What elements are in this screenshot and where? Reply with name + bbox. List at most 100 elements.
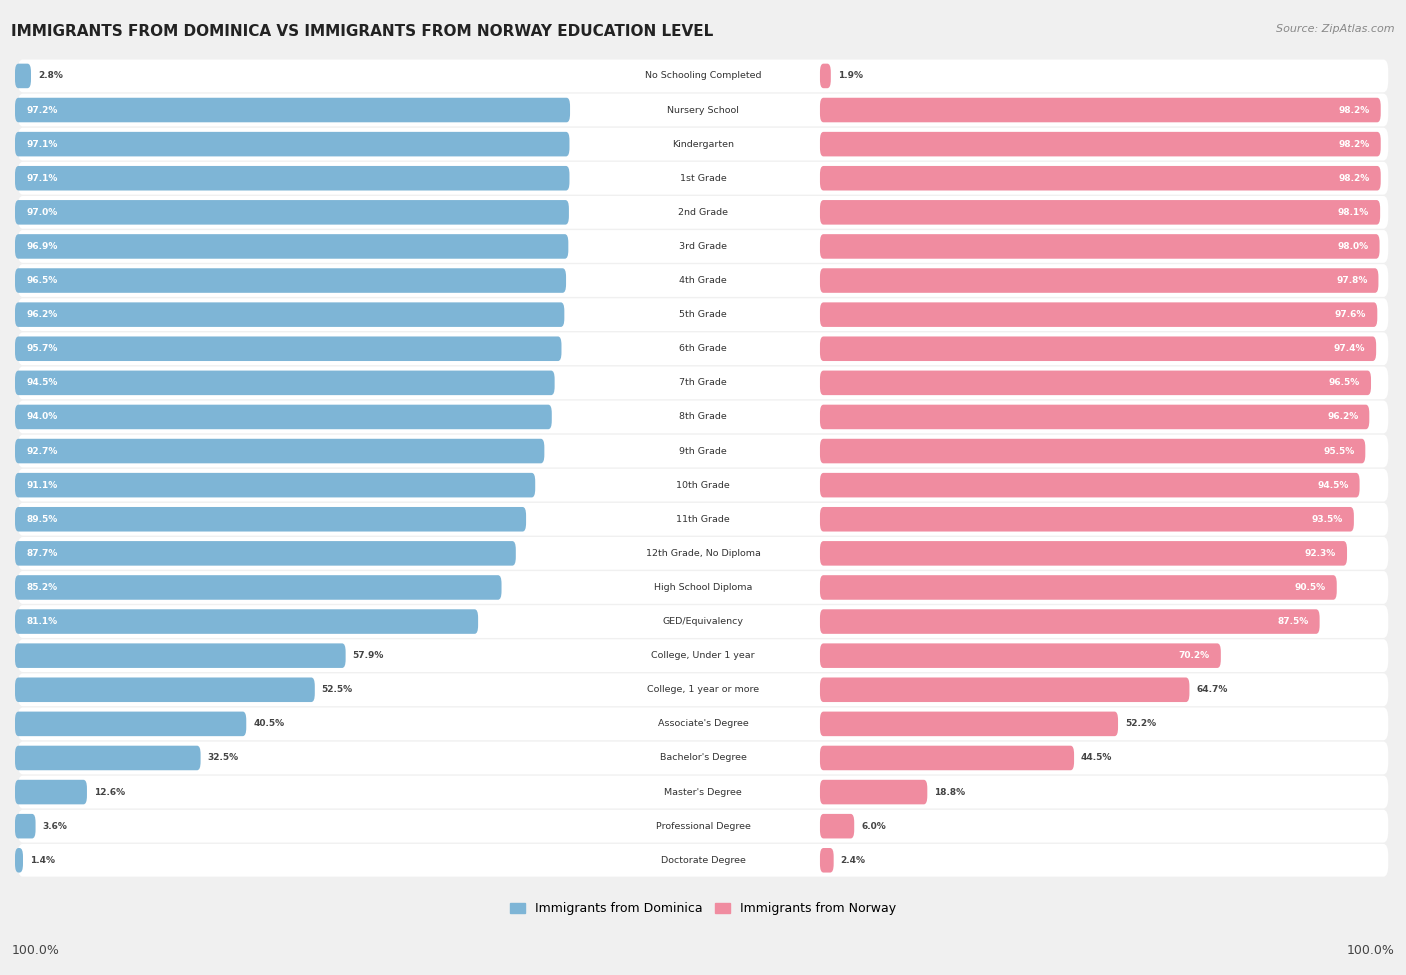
- FancyBboxPatch shape: [15, 98, 569, 122]
- Text: 64.7%: 64.7%: [1197, 685, 1227, 694]
- Text: 2.8%: 2.8%: [38, 71, 63, 80]
- Text: Master's Degree: Master's Degree: [664, 788, 742, 797]
- Text: 5th Grade: 5th Grade: [679, 310, 727, 319]
- Text: Source: ZipAtlas.com: Source: ZipAtlas.com: [1277, 24, 1395, 34]
- FancyBboxPatch shape: [18, 128, 1388, 161]
- Text: GED/Equivalency: GED/Equivalency: [662, 617, 744, 626]
- FancyBboxPatch shape: [15, 712, 246, 736]
- FancyBboxPatch shape: [820, 644, 1220, 668]
- Text: 70.2%: 70.2%: [1178, 651, 1209, 660]
- FancyBboxPatch shape: [18, 367, 1388, 399]
- Text: 52.5%: 52.5%: [322, 685, 353, 694]
- FancyBboxPatch shape: [18, 537, 1388, 569]
- FancyBboxPatch shape: [15, 678, 315, 702]
- FancyBboxPatch shape: [15, 609, 478, 634]
- FancyBboxPatch shape: [18, 59, 1388, 93]
- FancyBboxPatch shape: [820, 848, 834, 873]
- Text: 97.6%: 97.6%: [1334, 310, 1367, 319]
- FancyBboxPatch shape: [15, 370, 554, 395]
- Text: 87.7%: 87.7%: [25, 549, 58, 558]
- FancyBboxPatch shape: [820, 336, 1376, 361]
- Text: 1.9%: 1.9%: [838, 71, 863, 80]
- FancyBboxPatch shape: [18, 844, 1388, 877]
- Text: College, 1 year or more: College, 1 year or more: [647, 685, 759, 694]
- FancyBboxPatch shape: [820, 302, 1378, 327]
- FancyBboxPatch shape: [18, 196, 1388, 229]
- FancyBboxPatch shape: [820, 268, 1378, 292]
- Text: 92.3%: 92.3%: [1305, 549, 1336, 558]
- FancyBboxPatch shape: [820, 575, 1337, 600]
- Text: 100.0%: 100.0%: [1347, 945, 1395, 957]
- Text: 11th Grade: 11th Grade: [676, 515, 730, 524]
- Text: 32.5%: 32.5%: [208, 754, 239, 762]
- Text: 97.8%: 97.8%: [1336, 276, 1368, 285]
- Text: 98.2%: 98.2%: [1339, 139, 1369, 148]
- FancyBboxPatch shape: [18, 264, 1388, 297]
- Text: 98.2%: 98.2%: [1339, 105, 1369, 114]
- Text: 87.5%: 87.5%: [1278, 617, 1309, 626]
- FancyBboxPatch shape: [15, 166, 569, 190]
- Text: 3rd Grade: 3rd Grade: [679, 242, 727, 251]
- FancyBboxPatch shape: [18, 674, 1388, 706]
- Text: Associate's Degree: Associate's Degree: [658, 720, 748, 728]
- FancyBboxPatch shape: [820, 712, 1118, 736]
- Text: Professional Degree: Professional Degree: [655, 822, 751, 831]
- FancyBboxPatch shape: [820, 746, 1074, 770]
- FancyBboxPatch shape: [820, 541, 1347, 565]
- Text: 98.1%: 98.1%: [1339, 208, 1369, 216]
- FancyBboxPatch shape: [18, 503, 1388, 535]
- FancyBboxPatch shape: [18, 571, 1388, 604]
- Text: 96.5%: 96.5%: [1329, 378, 1360, 387]
- Text: 95.7%: 95.7%: [25, 344, 58, 353]
- FancyBboxPatch shape: [18, 776, 1388, 808]
- Text: 85.2%: 85.2%: [25, 583, 58, 592]
- FancyBboxPatch shape: [15, 268, 567, 292]
- FancyBboxPatch shape: [15, 132, 569, 156]
- Text: 92.7%: 92.7%: [25, 447, 58, 455]
- Text: 81.1%: 81.1%: [25, 617, 58, 626]
- FancyBboxPatch shape: [15, 848, 22, 873]
- Text: 93.5%: 93.5%: [1312, 515, 1343, 524]
- Text: 97.4%: 97.4%: [1334, 344, 1365, 353]
- Text: 96.2%: 96.2%: [1327, 412, 1358, 421]
- FancyBboxPatch shape: [820, 166, 1381, 190]
- Text: 97.1%: 97.1%: [25, 174, 58, 182]
- FancyBboxPatch shape: [18, 708, 1388, 740]
- Text: 52.2%: 52.2%: [1125, 720, 1156, 728]
- FancyBboxPatch shape: [820, 780, 928, 804]
- FancyBboxPatch shape: [18, 435, 1388, 467]
- FancyBboxPatch shape: [15, 405, 551, 429]
- FancyBboxPatch shape: [18, 230, 1388, 263]
- Text: 18.8%: 18.8%: [934, 788, 966, 797]
- Text: 98.0%: 98.0%: [1337, 242, 1368, 251]
- FancyBboxPatch shape: [820, 132, 1381, 156]
- FancyBboxPatch shape: [18, 401, 1388, 433]
- Text: 8th Grade: 8th Grade: [679, 412, 727, 421]
- FancyBboxPatch shape: [820, 234, 1379, 258]
- FancyBboxPatch shape: [820, 678, 1189, 702]
- FancyBboxPatch shape: [820, 473, 1360, 497]
- FancyBboxPatch shape: [15, 507, 526, 531]
- Text: Kindergarten: Kindergarten: [672, 139, 734, 148]
- FancyBboxPatch shape: [15, 644, 346, 668]
- Text: Nursery School: Nursery School: [666, 105, 740, 114]
- Text: 12th Grade, No Diploma: 12th Grade, No Diploma: [645, 549, 761, 558]
- Text: 40.5%: 40.5%: [253, 720, 284, 728]
- FancyBboxPatch shape: [15, 439, 544, 463]
- FancyBboxPatch shape: [820, 439, 1365, 463]
- FancyBboxPatch shape: [15, 814, 35, 838]
- FancyBboxPatch shape: [820, 98, 1381, 122]
- Text: 89.5%: 89.5%: [25, 515, 58, 524]
- FancyBboxPatch shape: [820, 405, 1369, 429]
- FancyBboxPatch shape: [18, 162, 1388, 195]
- FancyBboxPatch shape: [15, 200, 569, 224]
- FancyBboxPatch shape: [15, 541, 516, 565]
- Text: 96.2%: 96.2%: [25, 310, 58, 319]
- FancyBboxPatch shape: [820, 63, 831, 88]
- Text: Bachelor's Degree: Bachelor's Degree: [659, 754, 747, 762]
- Text: 94.5%: 94.5%: [25, 378, 58, 387]
- FancyBboxPatch shape: [18, 605, 1388, 638]
- Text: 2.4%: 2.4%: [841, 856, 866, 865]
- FancyBboxPatch shape: [18, 94, 1388, 127]
- Text: 57.9%: 57.9%: [353, 651, 384, 660]
